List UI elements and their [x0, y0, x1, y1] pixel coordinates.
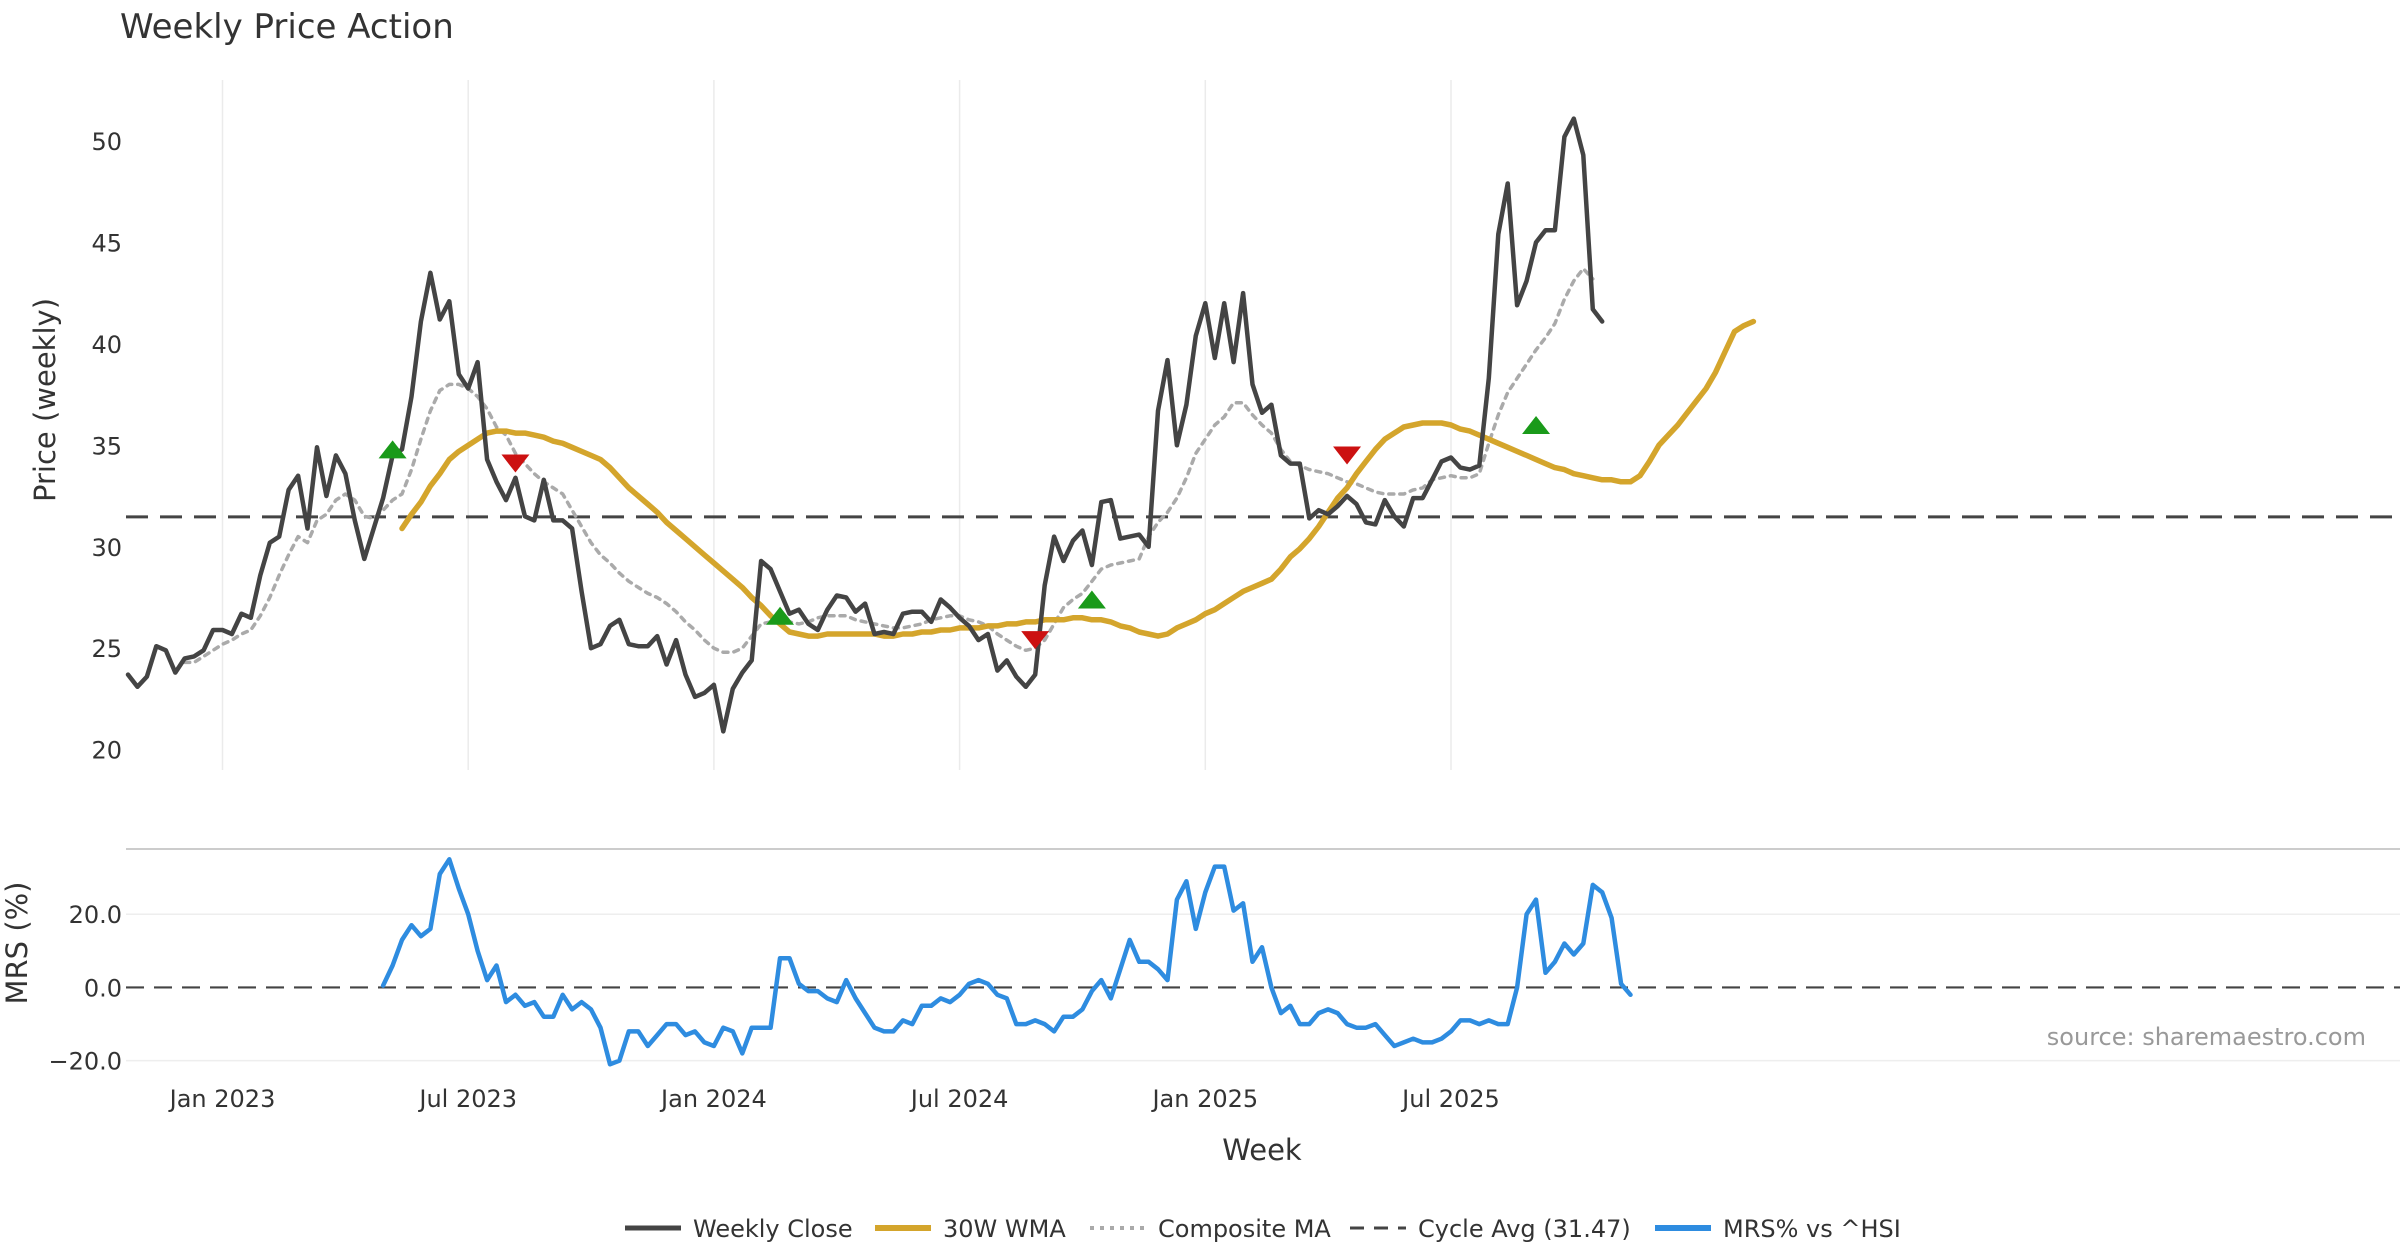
- mrs-y-tick: −20.0: [48, 1048, 122, 1076]
- signal-down-marker: [1021, 631, 1050, 650]
- reference-lines: [126, 515, 2400, 989]
- x-tick-jul-2024: Jul 2024: [909, 1085, 1009, 1113]
- tick-labels: Jan 2023 Jul 2023 Jan 2024 Jul 2024 Jan 2025…: [48, 128, 1499, 1113]
- signal-markers: [378, 416, 1551, 650]
- price-y-tick: 25: [91, 635, 122, 663]
- x-tick-jan-2023: Jan 2023: [168, 1085, 276, 1113]
- mrs-line: [380, 857, 1633, 1067]
- price-y-tick: 50: [91, 128, 122, 156]
- price-y-tick: 35: [91, 432, 122, 460]
- legend: Weekly Close 30W WMA Composite MA Cycle Avg…: [625, 1215, 1901, 1243]
- signal-up-marker: [1077, 590, 1106, 609]
- weekly-close-line: [125, 116, 1605, 734]
- price-y-tick: 20: [91, 737, 122, 765]
- mrs-y-tick: 0.0: [84, 974, 122, 1002]
- legend-label-weekly-close: Weekly Close: [693, 1215, 853, 1243]
- signal-up-marker: [378, 440, 407, 459]
- price-y-tick: 30: [91, 534, 122, 562]
- chart-title: Weekly Price Action: [120, 7, 454, 47]
- signal-up-marker: [1522, 416, 1551, 434]
- legend-label-mrs-vs-hsi: MRS% vs ^HSI: [1723, 1215, 1901, 1243]
- x-tick-jan-2025: Jan 2025: [1150, 1085, 1258, 1113]
- legend-label-30w-wma: 30W WMA: [943, 1215, 1066, 1243]
- legend-label-cycle-avg-31-47: Cycle Avg (31.47): [1418, 1215, 1631, 1243]
- x-axis-label: Week: [1222, 1133, 1302, 1167]
- x-tick-jul-2025: Jul 2025: [1400, 1085, 1500, 1113]
- x-tick-jan-2024: Jan 2024: [659, 1085, 767, 1113]
- signal-up-marker: [766, 606, 795, 625]
- price-y-tick: 40: [91, 331, 122, 359]
- signal-down-marker: [1333, 446, 1362, 465]
- signal-down-marker: [501, 454, 530, 473]
- wma-30w-line: [399, 318, 1757, 639]
- price-axis-label: Price (weekly): [28, 298, 62, 502]
- price-y-tick: 45: [91, 229, 122, 257]
- series-group: [125, 116, 1757, 1067]
- x-tick-jul-2023: Jul 2023: [417, 1085, 517, 1113]
- legend-label-composite-ma: Composite MA: [1158, 1215, 1331, 1243]
- mrs-y-tick: 20.0: [69, 901, 122, 929]
- mrs-axis-label: MRS (%): [0, 882, 34, 1005]
- source-note: source: sharemaestro.com: [2047, 1023, 2366, 1051]
- composite-ma-line: [182, 266, 1595, 665]
